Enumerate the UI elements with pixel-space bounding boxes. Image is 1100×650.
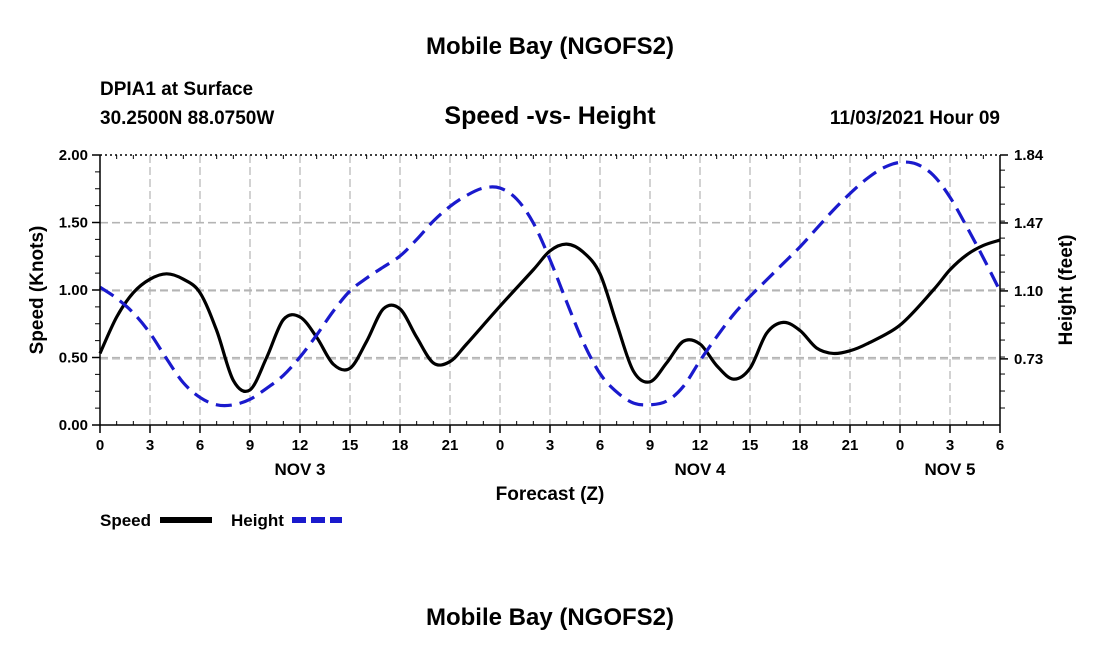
x-tick-label: 3 bbox=[546, 437, 554, 454]
x-axis-title: Forecast (Z) bbox=[496, 484, 605, 505]
chart-title: Speed -vs- Height bbox=[444, 102, 656, 130]
y2-tick-label: 1.47 bbox=[1014, 215, 1043, 232]
legend: Speed Height bbox=[100, 511, 342, 530]
x-tick-label: 21 bbox=[842, 437, 859, 454]
main-title: Mobile Bay (NGOFS2) bbox=[426, 33, 674, 60]
x-tick-label: 0 bbox=[496, 437, 504, 454]
station-label: DPIA1 at Surface bbox=[100, 79, 253, 100]
legend-speed-label: Speed bbox=[100, 511, 151, 530]
x-tick-label: 0 bbox=[896, 437, 904, 454]
x-tick-label: 9 bbox=[646, 437, 654, 454]
forecast-datetime: 11/03/2021 Hour 09 bbox=[830, 108, 1000, 129]
x-tick-label: 3 bbox=[946, 437, 954, 454]
y2-axis-title: Height (feet) bbox=[1056, 235, 1077, 346]
y2-tick-label: 1.10 bbox=[1014, 283, 1043, 300]
station-coords: 30.2500N 88.0750W bbox=[100, 108, 274, 129]
y2-tick-label: 0.73 bbox=[1014, 351, 1043, 368]
day-label: NOV 4 bbox=[674, 460, 726, 479]
y-tick-label: 0.00 bbox=[59, 417, 88, 434]
x-tick-label: 18 bbox=[392, 437, 409, 454]
day-label: NOV 5 bbox=[924, 460, 975, 479]
x-tick-label: 6 bbox=[596, 437, 604, 454]
y-axis-title: Speed (Knots) bbox=[27, 226, 48, 355]
x-tick-label: 6 bbox=[996, 437, 1004, 454]
x-tick-label: 12 bbox=[692, 437, 709, 454]
series-layer bbox=[98, 160, 1002, 408]
series-line-speed bbox=[98, 238, 1001, 394]
footer-title: Mobile Bay (NGOFS2) bbox=[426, 604, 674, 631]
x-tick-label: 9 bbox=[246, 437, 254, 454]
y-tick-label: 2.00 bbox=[59, 147, 88, 164]
y2-tick-label: 1.84 bbox=[1014, 147, 1044, 164]
x-tick-label: 0 bbox=[96, 437, 104, 454]
x-tick-label: 6 bbox=[196, 437, 204, 454]
y-tick-label: 1.50 bbox=[59, 215, 88, 232]
legend-height-label: Height bbox=[231, 511, 284, 530]
x-tick-label: 12 bbox=[292, 437, 309, 454]
x-tick-label: 18 bbox=[792, 437, 809, 454]
y-tick-label: 1.00 bbox=[59, 282, 88, 299]
x-tick-label: 15 bbox=[342, 437, 359, 454]
day-label: NOV 3 bbox=[274, 460, 325, 479]
x-tick-label: 15 bbox=[742, 437, 759, 454]
x-tick-label: 3 bbox=[146, 437, 154, 454]
grid bbox=[100, 155, 1000, 425]
y-tick-label: 0.50 bbox=[59, 350, 88, 367]
axes: 0 3 6 9 12 15 18 21 0 3 6 9 12 15 18 21 0 3 6 0.00 0.50 1.00 1… bbox=[59, 147, 1044, 479]
series-line-height bbox=[99, 160, 1002, 408]
x-tick-label: 21 bbox=[442, 437, 459, 454]
